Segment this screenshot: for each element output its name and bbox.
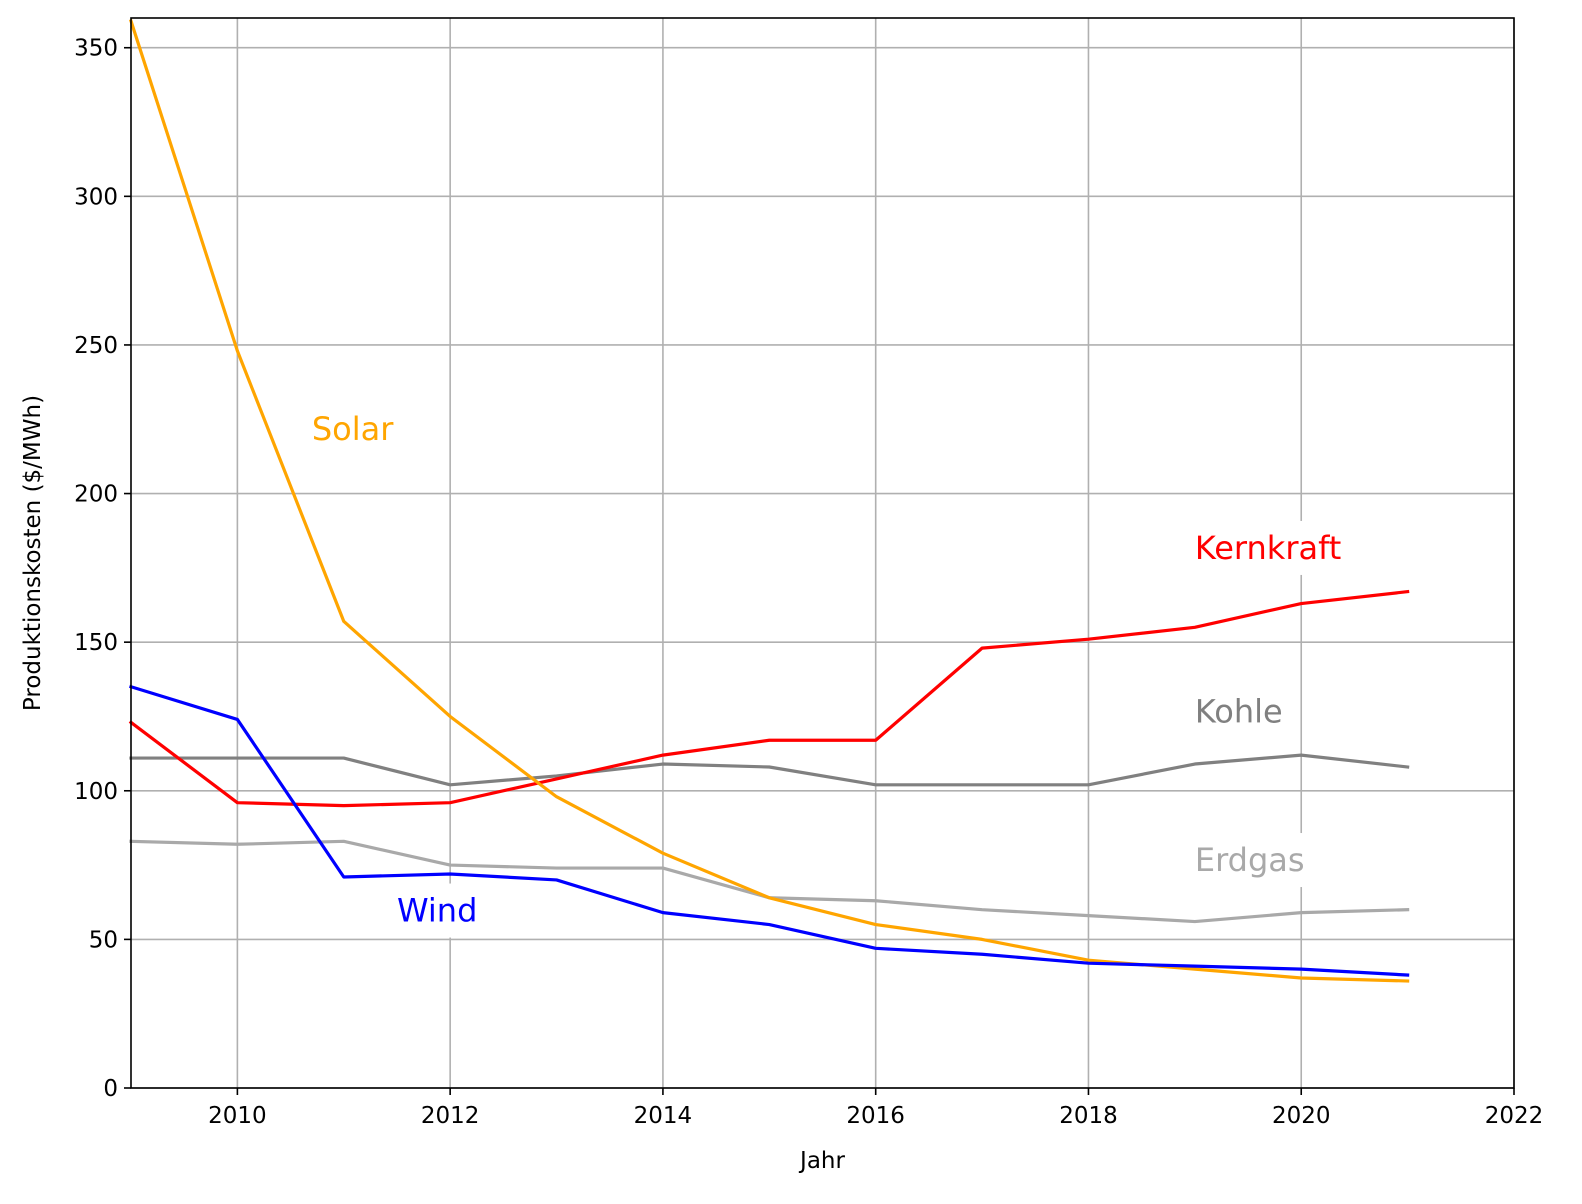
series-label-solar: Solar (301, 402, 405, 457)
x-tick-label: 2018 (1059, 1103, 1118, 1129)
series-label-background (1184, 520, 1352, 575)
y-tick-label: 100 (74, 779, 118, 805)
y-tick-label: 50 (89, 927, 118, 953)
series-label-text: Solar (312, 410, 394, 448)
y-tick-label: 150 (74, 630, 118, 656)
y-tick-label: 0 (103, 1076, 118, 1102)
series-line-kohle (129, 753, 1410, 787)
series-line-wind (129, 684, 1410, 977)
x-tick-label: 2016 (846, 1103, 905, 1129)
series-line-kernkraft (128, 589, 1410, 808)
series-label-background (1184, 833, 1315, 888)
series-label-background (301, 402, 405, 457)
series-label-text: Kernkraft (1195, 529, 1342, 567)
y-tick-label: 250 (74, 333, 118, 359)
x-tick-label: 2014 (634, 1103, 693, 1129)
plot-frame (130, 17, 1515, 1089)
series-label-erdgas: Erdgas (1184, 833, 1315, 888)
x-axis-label: Jahr (798, 1148, 845, 1174)
series-label-wind: Wind (386, 883, 488, 938)
x-tick-label: 2020 (1272, 1103, 1331, 1129)
series-label-kernkraft: Kernkraft (1184, 520, 1352, 575)
x-tick-label: 2022 (1485, 1103, 1544, 1129)
x-tick-label: 2012 (421, 1103, 480, 1129)
series-labels: Solar Kernkraft Kohle Erdgas Wind (301, 402, 1352, 938)
y-tick-label: 300 (74, 184, 118, 210)
series-lines (128, 18, 1410, 983)
axis-ticks: 2010 2012 2014 2016 2018 2020 2022 0 50 100 150 200… (74, 36, 1543, 1129)
series-label-text: Erdgas (1195, 841, 1305, 879)
x-tick-label: 2010 (208, 1103, 267, 1129)
series-label-text: Kohle (1195, 692, 1283, 730)
series-label-kohle: Kohle (1184, 684, 1293, 739)
series-label-background (1184, 684, 1293, 739)
series-line-solar (128, 18, 1410, 983)
y-tick-label: 200 (74, 482, 118, 508)
series-label-text: Wind (397, 892, 477, 930)
y-tick-label: 350 (74, 36, 118, 62)
series-label-background (386, 883, 488, 938)
y-axis-label: Produktionskosten ($/MWh) (20, 395, 46, 711)
